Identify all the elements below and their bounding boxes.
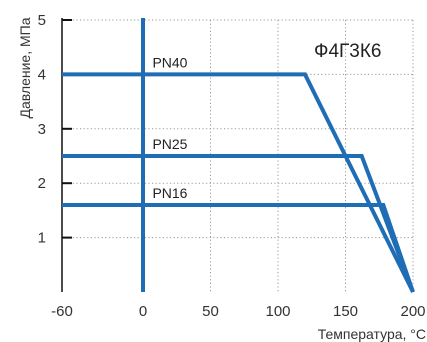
y-axis-title: Давление, МПа [17, 17, 33, 118]
x-tick-label-0: 0 [139, 303, 147, 320]
x-tick-label-150: 150 [333, 303, 358, 320]
series-label-pn25: PN25 [152, 136, 187, 152]
y-tick-label-2: 2 [38, 175, 46, 192]
series-line-pn25 [62, 154, 415, 293]
x-tick-label-50: 50 [202, 303, 219, 320]
series-lines [62, 18, 415, 293]
series-labels: PN40 PN25 PN16 [152, 54, 187, 201]
y-tick-label-4: 4 [38, 66, 46, 83]
x-tick-label--60: -60 [51, 303, 73, 320]
y-tick-label-3: 3 [38, 121, 46, 138]
series-line-pn40 [62, 72, 415, 293]
x-tick-label-100: 100 [265, 303, 290, 320]
y-tick-label-1: 1 [38, 230, 46, 247]
series-line-pn16 [62, 202, 415, 293]
series-label-pn16: PN16 [152, 185, 187, 201]
tick-labels: 1 2 3 4 5 -60 0 50 100 150 200 [38, 12, 426, 320]
y-tick-label-5: 5 [38, 12, 46, 29]
material-label: Ф4Г3К6 [314, 41, 382, 62]
x-axis-title: Температура, °С [318, 326, 426, 342]
x-tick-label-200: 200 [400, 303, 425, 320]
series-label-pn40: PN40 [152, 54, 187, 70]
